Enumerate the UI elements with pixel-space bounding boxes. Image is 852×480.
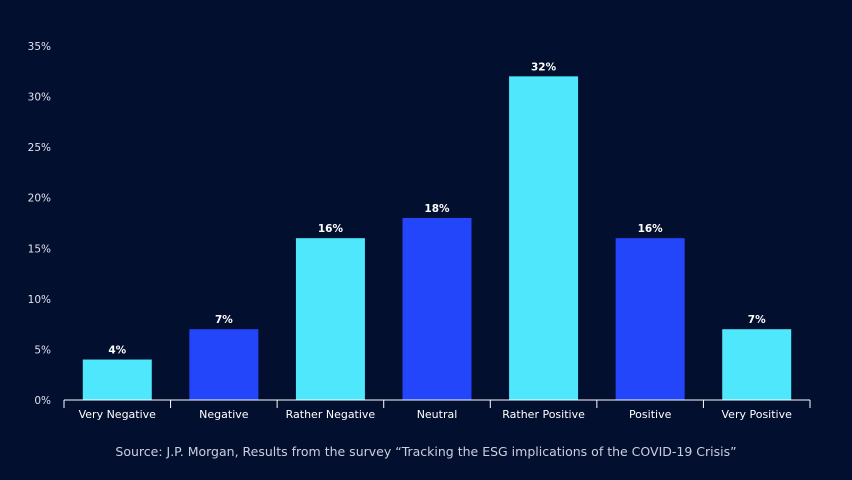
bar-value-label: 18% <box>424 203 450 215</box>
y-axis-ticks: 0% 5% 10% 15% 20% 25% 30% 35% <box>28 41 51 407</box>
bar <box>722 329 792 400</box>
bar <box>82 359 152 400</box>
x-axis-ticks <box>63 400 811 408</box>
bar <box>295 238 365 400</box>
bar-value-label: 32% <box>531 61 557 73</box>
x-category-label: Very Positive <box>722 408 793 421</box>
data-labels: 4% 7% 16% 18% 32% 16% 7% <box>108 61 766 356</box>
x-category-label: Neutral <box>417 408 458 421</box>
bar-value-label: 16% <box>638 223 664 235</box>
bar-value-label: 7% <box>215 314 233 326</box>
bars <box>82 76 792 400</box>
bar <box>615 238 685 400</box>
y-tick-label: 25% <box>28 142 51 154</box>
y-tick-label: 30% <box>28 92 51 104</box>
y-tick-label: 35% <box>28 41 51 53</box>
x-category-label: Very Negative <box>79 408 157 421</box>
source-note: Source: J.P. Morgan, Results from the su… <box>115 444 737 459</box>
x-category-label: Positive <box>629 408 672 421</box>
y-tick-label: 5% <box>34 344 51 356</box>
bar-chart: 0% 5% 10% 15% 20% 25% 30% 35% 4% 7% 16% 18% 32% 16% 7… <box>28 41 811 421</box>
y-tick-label: 0% <box>34 395 51 407</box>
y-tick-label: 15% <box>28 243 51 255</box>
y-tick-label: 10% <box>28 294 51 306</box>
bar-value-label: 16% <box>318 223 344 235</box>
bar-value-label: 4% <box>108 345 126 357</box>
bar-value-label: 7% <box>748 314 766 326</box>
x-category-label: Negative <box>199 408 249 421</box>
bar <box>509 76 579 400</box>
x-category-label: Rather Positive <box>502 408 585 421</box>
bar <box>402 217 472 400</box>
y-tick-label: 20% <box>28 193 51 205</box>
bar <box>189 329 259 400</box>
x-category-label: Rather Negative <box>286 408 376 421</box>
x-axis-labels: Very Negative Negative Rather Negative Neut… <box>79 408 793 421</box>
